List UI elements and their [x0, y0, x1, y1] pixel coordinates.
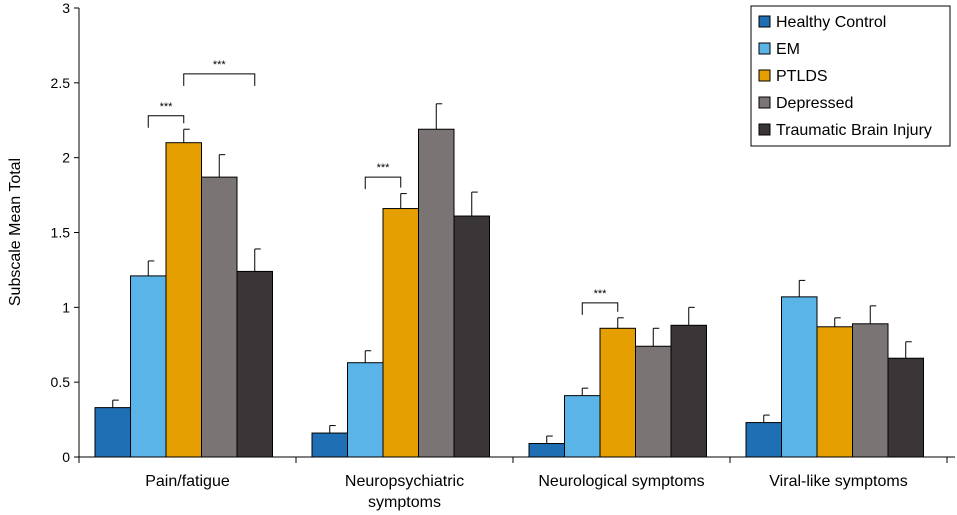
- bar-traumatic-brain-injury-1: [236, 270, 273, 458]
- x-category-label: Pain/fatigue: [145, 473, 230, 490]
- y-tick-label: 3: [62, 0, 70, 16]
- bar-depressed-2: [418, 128, 455, 458]
- bar-healthy-control-4: [745, 422, 782, 458]
- bar-em-3: [564, 395, 601, 458]
- error-bars-layer: [112, 103, 912, 444]
- y-ticks-layer: 0 0.5 1 1.5 2 2.5 3: [51, 0, 948, 465]
- bar-ptlds-1: [165, 142, 202, 458]
- bar-ptlds-4: [816, 326, 853, 458]
- bar-em-1: [130, 275, 167, 458]
- bar-healthy-control-1: [94, 407, 131, 458]
- significance-bracket: [581, 302, 619, 315]
- bar-depressed-3: [635, 345, 672, 458]
- significance-label: ***: [160, 101, 174, 113]
- legend-swatch-depressed: [758, 96, 771, 109]
- bar-em-2: [347, 362, 384, 458]
- bar-traumatic-brain-injury-2: [453, 215, 490, 458]
- significance-bracket: [183, 73, 256, 86]
- x-category-label: Neuropsychiatric: [345, 473, 464, 490]
- bar-healthy-control-2: [311, 432, 348, 458]
- y-tick-label: 1: [62, 299, 70, 315]
- bar-ptlds-2: [382, 208, 419, 458]
- significance-bracket: [147, 115, 185, 128]
- legend-label-traumatic-brain-injury: Traumatic Brain Injury: [776, 122, 932, 139]
- legend-swatch-traumatic-brain-injury: [758, 123, 771, 136]
- legend-swatch-healthy-control: [758, 15, 771, 28]
- y-tick-label: 0.5: [51, 374, 71, 390]
- y-tick-label: 0: [62, 449, 70, 465]
- legend-box: [750, 5, 951, 147]
- legend-label-depressed: Depressed: [776, 95, 853, 112]
- y-tick-label: 1.5: [51, 225, 71, 241]
- y-tick-label: 2: [62, 150, 70, 166]
- significance-layer: *** *** *** ***: [147, 59, 619, 315]
- significance-label: ***: [213, 59, 227, 71]
- x-category-label: Viral-like symptoms: [769, 473, 907, 490]
- legend-label-healthy-control: Healthy Control: [776, 14, 886, 31]
- x-category-label: Neurological symptoms: [538, 473, 704, 490]
- x-category-label: symptoms: [368, 494, 441, 511]
- bar-depressed-4: [852, 323, 889, 458]
- bar-em-4: [781, 296, 818, 458]
- legend: Healthy Control EM PTLDS Depressed Traumatic…: [750, 5, 951, 147]
- y-tick-label: 2.5: [51, 75, 71, 91]
- y-axis-title: Subscale Mean Total: [7, 158, 24, 306]
- bar-ptlds-3: [599, 327, 636, 458]
- legend-label-em: EM: [776, 41, 800, 58]
- bar-depressed-1: [201, 176, 238, 458]
- significance-bracket: [364, 176, 402, 190]
- bar-healthy-control-3: [528, 443, 565, 458]
- legend-swatch-em: [758, 42, 771, 55]
- bar-traumatic-brain-injury-3: [670, 324, 707, 458]
- significance-label: ***: [377, 162, 391, 174]
- category-labels-layer: Pain/fatigue Neuropsychiatric symptoms Neur…: [145, 473, 907, 511]
- legend-label-ptlds: PTLDS: [776, 68, 828, 85]
- bar-traumatic-brain-injury-4: [887, 357, 924, 458]
- significance-label: ***: [594, 288, 608, 300]
- legend-swatch-ptlds: [758, 69, 771, 82]
